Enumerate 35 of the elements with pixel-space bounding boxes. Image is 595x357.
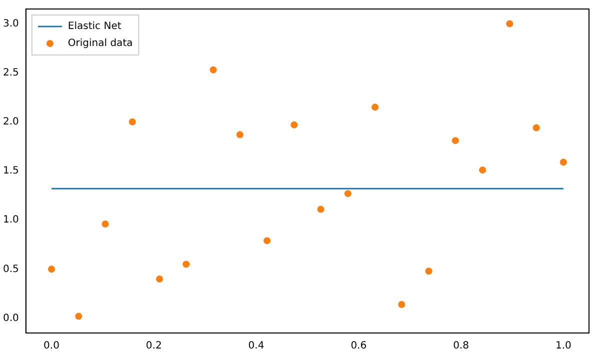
- point: [344, 190, 352, 198]
- x-tick-label: 0.2: [146, 340, 162, 352]
- x-tick-label: 0.4: [248, 340, 264, 352]
- x-tick-label: 0.8: [453, 340, 469, 352]
- point: [398, 301, 406, 308]
- point: [532, 124, 540, 132]
- x-tick-label: 0.0: [44, 340, 60, 352]
- point: [48, 266, 55, 273]
- point: [452, 137, 459, 144]
- point: [210, 66, 217, 74]
- point: [128, 118, 136, 126]
- y-tick-label: 1.5: [2, 166, 19, 177]
- y-tick-label: 2.5: [2, 67, 19, 78]
- y-tick-label: 3.0: [2, 18, 19, 30]
- x-tick-label: 0.6: [350, 340, 367, 352]
- point: [236, 131, 244, 138]
- y-tick-label: 0.0: [2, 312, 19, 324]
- point: [479, 166, 486, 174]
- y-tick-label: 2.0: [2, 116, 19, 128]
- point: [156, 276, 164, 282]
- legend-label: Original data: [68, 38, 133, 50]
- x-tick-label: 1.0: [555, 340, 572, 352]
- point: [290, 121, 298, 128]
- y-tick-label: 1.0: [2, 214, 19, 226]
- point: [317, 206, 324, 213]
- point: [506, 20, 514, 28]
- legend-label: Elastic Net: [68, 21, 122, 32]
- point: [75, 312, 82, 320]
- point: [425, 268, 432, 275]
- point: [264, 237, 271, 244]
- point: [372, 104, 379, 111]
- point: [560, 158, 567, 166]
- y-tick-label: 0.5: [2, 264, 19, 275]
- point: [182, 260, 190, 268]
- point: [102, 220, 109, 228]
